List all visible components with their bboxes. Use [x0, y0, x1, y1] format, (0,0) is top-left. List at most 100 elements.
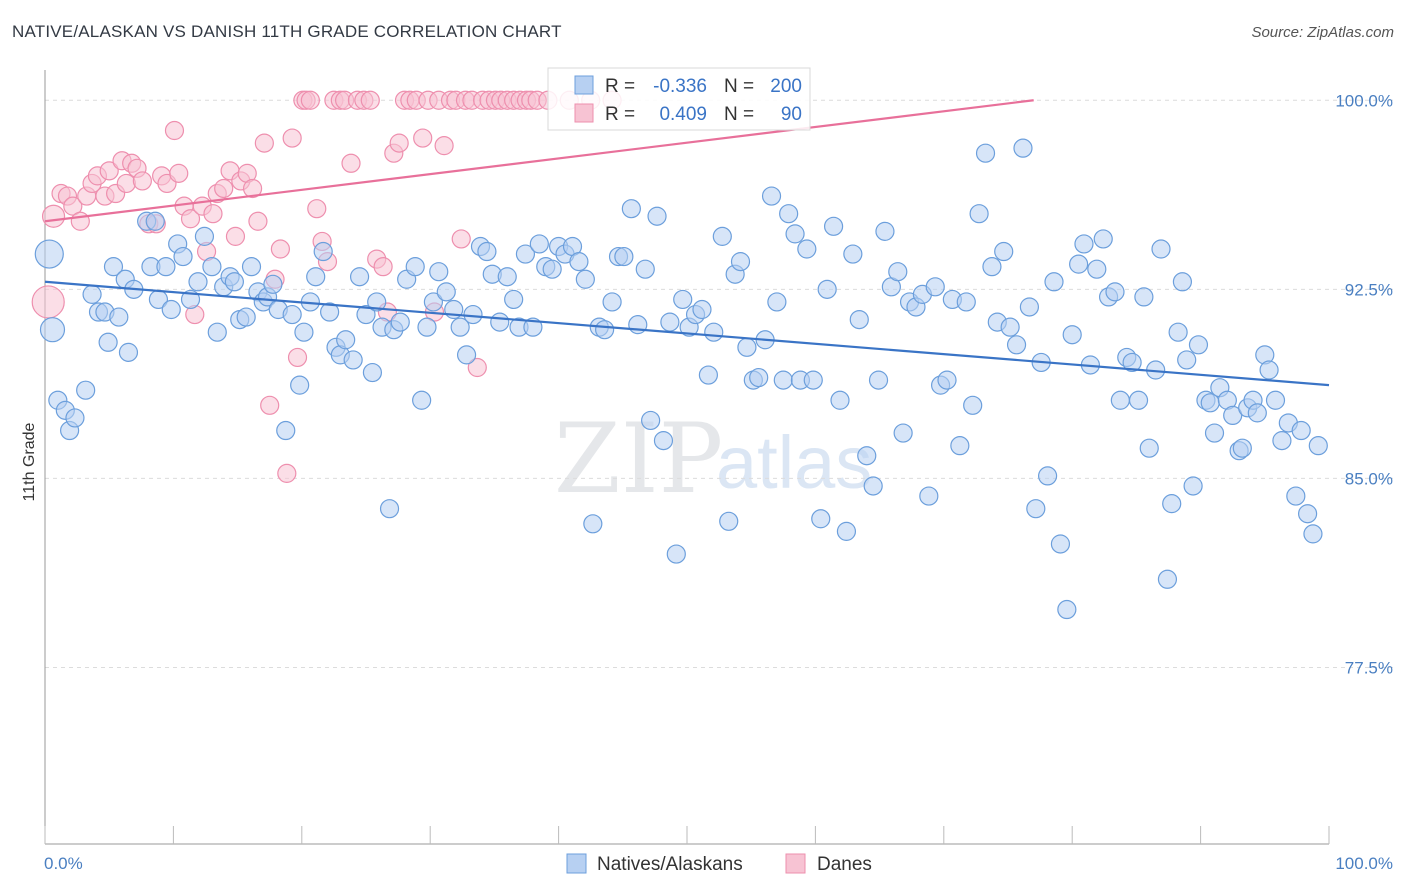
y-tick-label-1: 92.5%: [1345, 280, 1393, 299]
native-point-102: [673, 289, 693, 310]
native-point-168: [1087, 259, 1107, 279]
dane-point-65: [413, 128, 433, 148]
native-point-69: [456, 345, 477, 365]
native-point-172: [1110, 390, 1130, 410]
native-point-166: [1074, 234, 1094, 254]
native-point-164: [1062, 325, 1082, 345]
stats-legend: R = -0.336 N = 200 R = 0.409 N = 90: [547, 67, 811, 131]
natives-points: [34, 138, 1328, 620]
dane-point-69: [434, 136, 454, 156]
native-point-97: [641, 410, 661, 431]
native-point-119: [779, 204, 799, 224]
native-point-181: [1162, 494, 1182, 514]
native-point-169: [1093, 229, 1113, 249]
native-point-124: [811, 509, 831, 529]
native-point-90: [595, 320, 615, 340]
native-point-87: [575, 269, 595, 289]
native-point-185: [1183, 476, 1203, 496]
stats-blue-n-value: 200: [770, 76, 802, 97]
native-point-0: [34, 239, 64, 269]
stats-pink-r-label: R =: [605, 104, 635, 125]
y-tick-label-2: 85.0%: [1345, 469, 1393, 488]
dane-point-0: [31, 285, 65, 319]
dane-point-16: [132, 171, 152, 191]
native-point-129: [843, 244, 863, 264]
natives-trend-line: [44, 280, 1330, 387]
native-point-162: [1050, 534, 1071, 554]
native-point-80: [529, 234, 549, 254]
dane-point-61: [389, 133, 409, 153]
native-point-47: [320, 302, 340, 322]
native-point-41: [282, 304, 302, 325]
native-point-11: [103, 257, 124, 277]
native-point-175: [1128, 390, 1149, 410]
y-tick-label-3: 77.5%: [1345, 659, 1393, 678]
native-point-33: [236, 307, 256, 327]
native-point-127: [830, 390, 850, 410]
native-point-26: [194, 226, 215, 246]
legend-danes-label: Danes: [817, 854, 872, 875]
native-point-157: [1019, 297, 1040, 317]
native-point-7: [82, 284, 102, 304]
dane-point-58: [373, 257, 393, 277]
native-point-160: [1037, 466, 1058, 486]
native-point-57: [379, 499, 400, 519]
native-point-150: [975, 143, 996, 163]
native-point-161: [1044, 272, 1064, 292]
dane-point-35: [242, 178, 263, 199]
dane-point-1: [41, 204, 66, 228]
native-point-133: [868, 370, 889, 390]
native-point-126: [823, 216, 844, 236]
native-point-114: [749, 367, 769, 388]
native-point-204: [1291, 420, 1311, 441]
native-point-12: [109, 307, 129, 327]
native-point-130: [849, 309, 869, 330]
dane-point-47: [307, 199, 327, 219]
native-point-74: [490, 312, 510, 332]
native-point-64: [423, 292, 444, 312]
stats-blue-r-value: -0.336: [653, 76, 707, 97]
stats-pink-swatch: [574, 103, 594, 123]
watermark-atlas: atlas: [716, 421, 872, 504]
native-point-118: [773, 370, 793, 390]
native-point-174: [1122, 352, 1142, 373]
y-tick-label-0: 100.0%: [1335, 91, 1393, 110]
native-point-50: [336, 330, 356, 350]
native-point-109: [719, 511, 739, 531]
native-point-53: [356, 304, 376, 325]
native-point-120: [785, 224, 805, 244]
native-point-94: [621, 199, 641, 219]
native-point-136: [888, 262, 908, 282]
stats-blue-n-label: N =: [724, 76, 754, 97]
native-point-59: [390, 312, 410, 332]
native-point-62: [412, 390, 432, 410]
native-point-23: [173, 246, 193, 267]
dane-point-40: [270, 239, 290, 259]
dane-point-72: [451, 229, 471, 249]
dane-point-37: [254, 133, 274, 153]
native-point-98: [647, 206, 667, 226]
native-point-78: [515, 244, 536, 264]
legend-natives-label: Natives/Alaskans: [597, 854, 743, 875]
native-point-96: [635, 259, 655, 279]
native-point-45: [306, 267, 326, 287]
dane-point-10: [99, 161, 119, 181]
y-axis-label: 11th Grade: [21, 422, 38, 501]
native-point-131: [857, 446, 877, 466]
native-point-38: [263, 274, 283, 294]
stats-pink-r-value: 0.409: [659, 104, 707, 125]
trend-lines: [44, 99, 1330, 387]
native-point-6: [76, 380, 96, 400]
native-point-153: [994, 241, 1014, 262]
native-point-200: [1265, 390, 1286, 410]
stats-blue-r-label: R =: [605, 76, 635, 97]
native-point-46: [313, 241, 333, 262]
dane-point-32: [225, 226, 246, 246]
native-point-154: [1000, 317, 1020, 337]
native-point-128: [836, 521, 857, 541]
axes: [44, 70, 1330, 845]
native-point-192: [1223, 405, 1243, 426]
chart-title: NATIVE/ALASKAN VS DANISH 11TH GRADE CORR…: [12, 22, 562, 41]
native-point-184: [1177, 350, 1197, 370]
